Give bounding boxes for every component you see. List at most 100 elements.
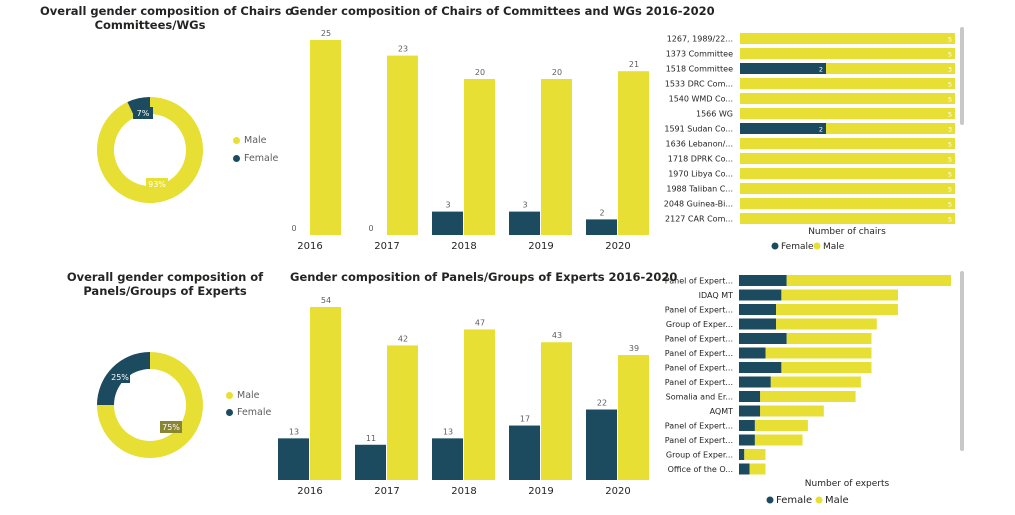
category-label: 1591 Sudan Co... — [664, 125, 733, 134]
male-segment — [776, 318, 877, 330]
male-bar — [541, 79, 572, 235]
chairs-donut-title: Overall gender composition of Chairs o C… — [40, 4, 293, 32]
hbar-row: 1267, 1989/22... 5 — [667, 33, 955, 44]
x-axis-label: Number of experts — [805, 479, 890, 489]
chairs-donut-title-line2: Committees/WGs — [94, 18, 206, 32]
male-value-label: 5 — [948, 186, 952, 194]
experts-bar-title: Gender composition of Panels/Groups of E… — [290, 270, 678, 284]
category-label: Panel of Expert... — [665, 422, 733, 431]
x-tick-label: 2019 — [528, 241, 553, 252]
female-segment — [739, 333, 787, 344]
legend: Female Male — [771, 242, 845, 252]
male-value-label: 5 — [948, 111, 952, 119]
male-segment — [740, 198, 955, 209]
x-tick-label: 2018 — [451, 241, 476, 252]
female-legend-dot — [766, 496, 774, 504]
male-value-label: 39 — [629, 344, 639, 353]
male-segment — [740, 153, 955, 164]
female-segment — [739, 304, 777, 315]
category-label: Group of Exper... — [666, 320, 733, 329]
bar-group-2020: 2 21 2020 — [586, 60, 649, 252]
category-label: 1566 WG — [696, 110, 733, 119]
x-tick-label: 2018 — [451, 486, 476, 497]
experts-by-panel-chart: Panel of Expert... IDAQ MT Panel of Expert… — [665, 271, 964, 506]
male-value-label: 20 — [552, 68, 562, 77]
male-segment — [740, 48, 955, 59]
female-segment — [739, 275, 787, 286]
male-value-label: 5 — [948, 96, 952, 104]
experts-donut-chart: 25% 75% — [97, 352, 203, 458]
x-tick-label: 2016 — [297, 486, 322, 497]
female-segment — [739, 391, 761, 402]
legend-label: Female — [244, 153, 279, 164]
female-segment — [740, 63, 826, 74]
male-value-label: 23 — [398, 45, 408, 54]
hbar-row: 1970 Libya Co... 5 — [668, 168, 955, 179]
male-value-label: 5 — [948, 81, 952, 89]
hbar-row: 1636 Lebanon/... 5 — [666, 138, 955, 149]
legend-label-female: Female — [776, 495, 812, 506]
male-bar — [464, 79, 495, 235]
female-segment — [739, 463, 750, 475]
male-value-label: 3 — [948, 66, 952, 74]
male-value-label: 5 — [948, 216, 952, 224]
male-segment — [740, 78, 955, 89]
category-label: 1267, 1989/22... — [667, 35, 733, 44]
male-value-label: 5 — [948, 171, 952, 179]
male-bar — [464, 329, 495, 480]
category-label: 1636 Lebanon/... — [666, 140, 733, 149]
male-bar — [618, 355, 649, 480]
female-segment — [740, 123, 826, 134]
x-axis-label: Number of chairs — [808, 227, 886, 237]
male-segment — [765, 347, 872, 359]
hbar-row: Panel of Expert... — [665, 434, 803, 446]
chairs-donut-chart: 7% 93% — [96, 97, 203, 203]
male-segment — [749, 463, 766, 475]
male-legend-dot — [233, 137, 240, 144]
male-segment — [754, 434, 803, 446]
category-label: 2127 CAR Com... — [665, 215, 733, 224]
male-pct-text: 75% — [162, 423, 180, 432]
male-value-label: 25 — [321, 29, 331, 38]
hbar-row: Panel of Expert... — [665, 362, 872, 373]
category-label: 1533 DRC Com... — [665, 80, 733, 89]
male-segment — [740, 33, 955, 44]
hbar-row: 1373 Committee 5 — [666, 48, 955, 59]
category-label: Panel of Expert... — [665, 306, 733, 315]
hbar-row: Group of Exper... — [666, 318, 877, 330]
female-value-label: 17 — [520, 415, 530, 424]
male-value-label: 42 — [398, 334, 408, 343]
category-label: 2048 Guinea-Bi... — [664, 200, 733, 209]
female-value-label: 0 — [291, 224, 296, 233]
female-segment — [739, 420, 755, 431]
female-segment — [739, 434, 755, 446]
male-segment — [770, 376, 861, 388]
female-pct-text: 7% — [137, 109, 150, 118]
legend-label-female: Female — [781, 242, 814, 252]
male-pct-label: 93% — [146, 178, 168, 190]
male-value-label: 47 — [475, 318, 485, 327]
chairs-donut-legend-female: Female — [233, 153, 278, 164]
bar-group-2018: 3 20 2018 — [432, 68, 495, 252]
hbar-row: AQMT — [710, 405, 824, 417]
category-label: 1988 Taliban C... — [666, 185, 733, 194]
bar-group-2018: 13 47 2018 — [432, 318, 495, 497]
hbar-row: Office of the O... — [668, 463, 766, 475]
bar-group-2020: 22 39 2020 — [586, 344, 649, 497]
legend: Female Male — [766, 495, 849, 506]
category-label: 1540 WMD Co... — [669, 95, 733, 104]
male-legend-dot — [813, 242, 821, 250]
category-label: 1518 Committee — [666, 65, 733, 74]
male-segment — [826, 63, 955, 74]
male-segment — [786, 333, 872, 344]
male-value-label: 5 — [948, 51, 952, 59]
label-bg — [133, 107, 153, 119]
category-label: 1970 Libya Co... — [668, 170, 733, 179]
male-value-label: 5 — [948, 156, 952, 164]
hbar-row: 2048 Guinea-Bi... 5 — [664, 198, 955, 209]
male-value-label: 43 — [552, 331, 562, 340]
hbar-row: Panel of Expert... — [665, 347, 872, 359]
female-pct-label: 25% — [110, 371, 130, 383]
bar-group-2019: 3 20 2019 — [509, 68, 572, 252]
